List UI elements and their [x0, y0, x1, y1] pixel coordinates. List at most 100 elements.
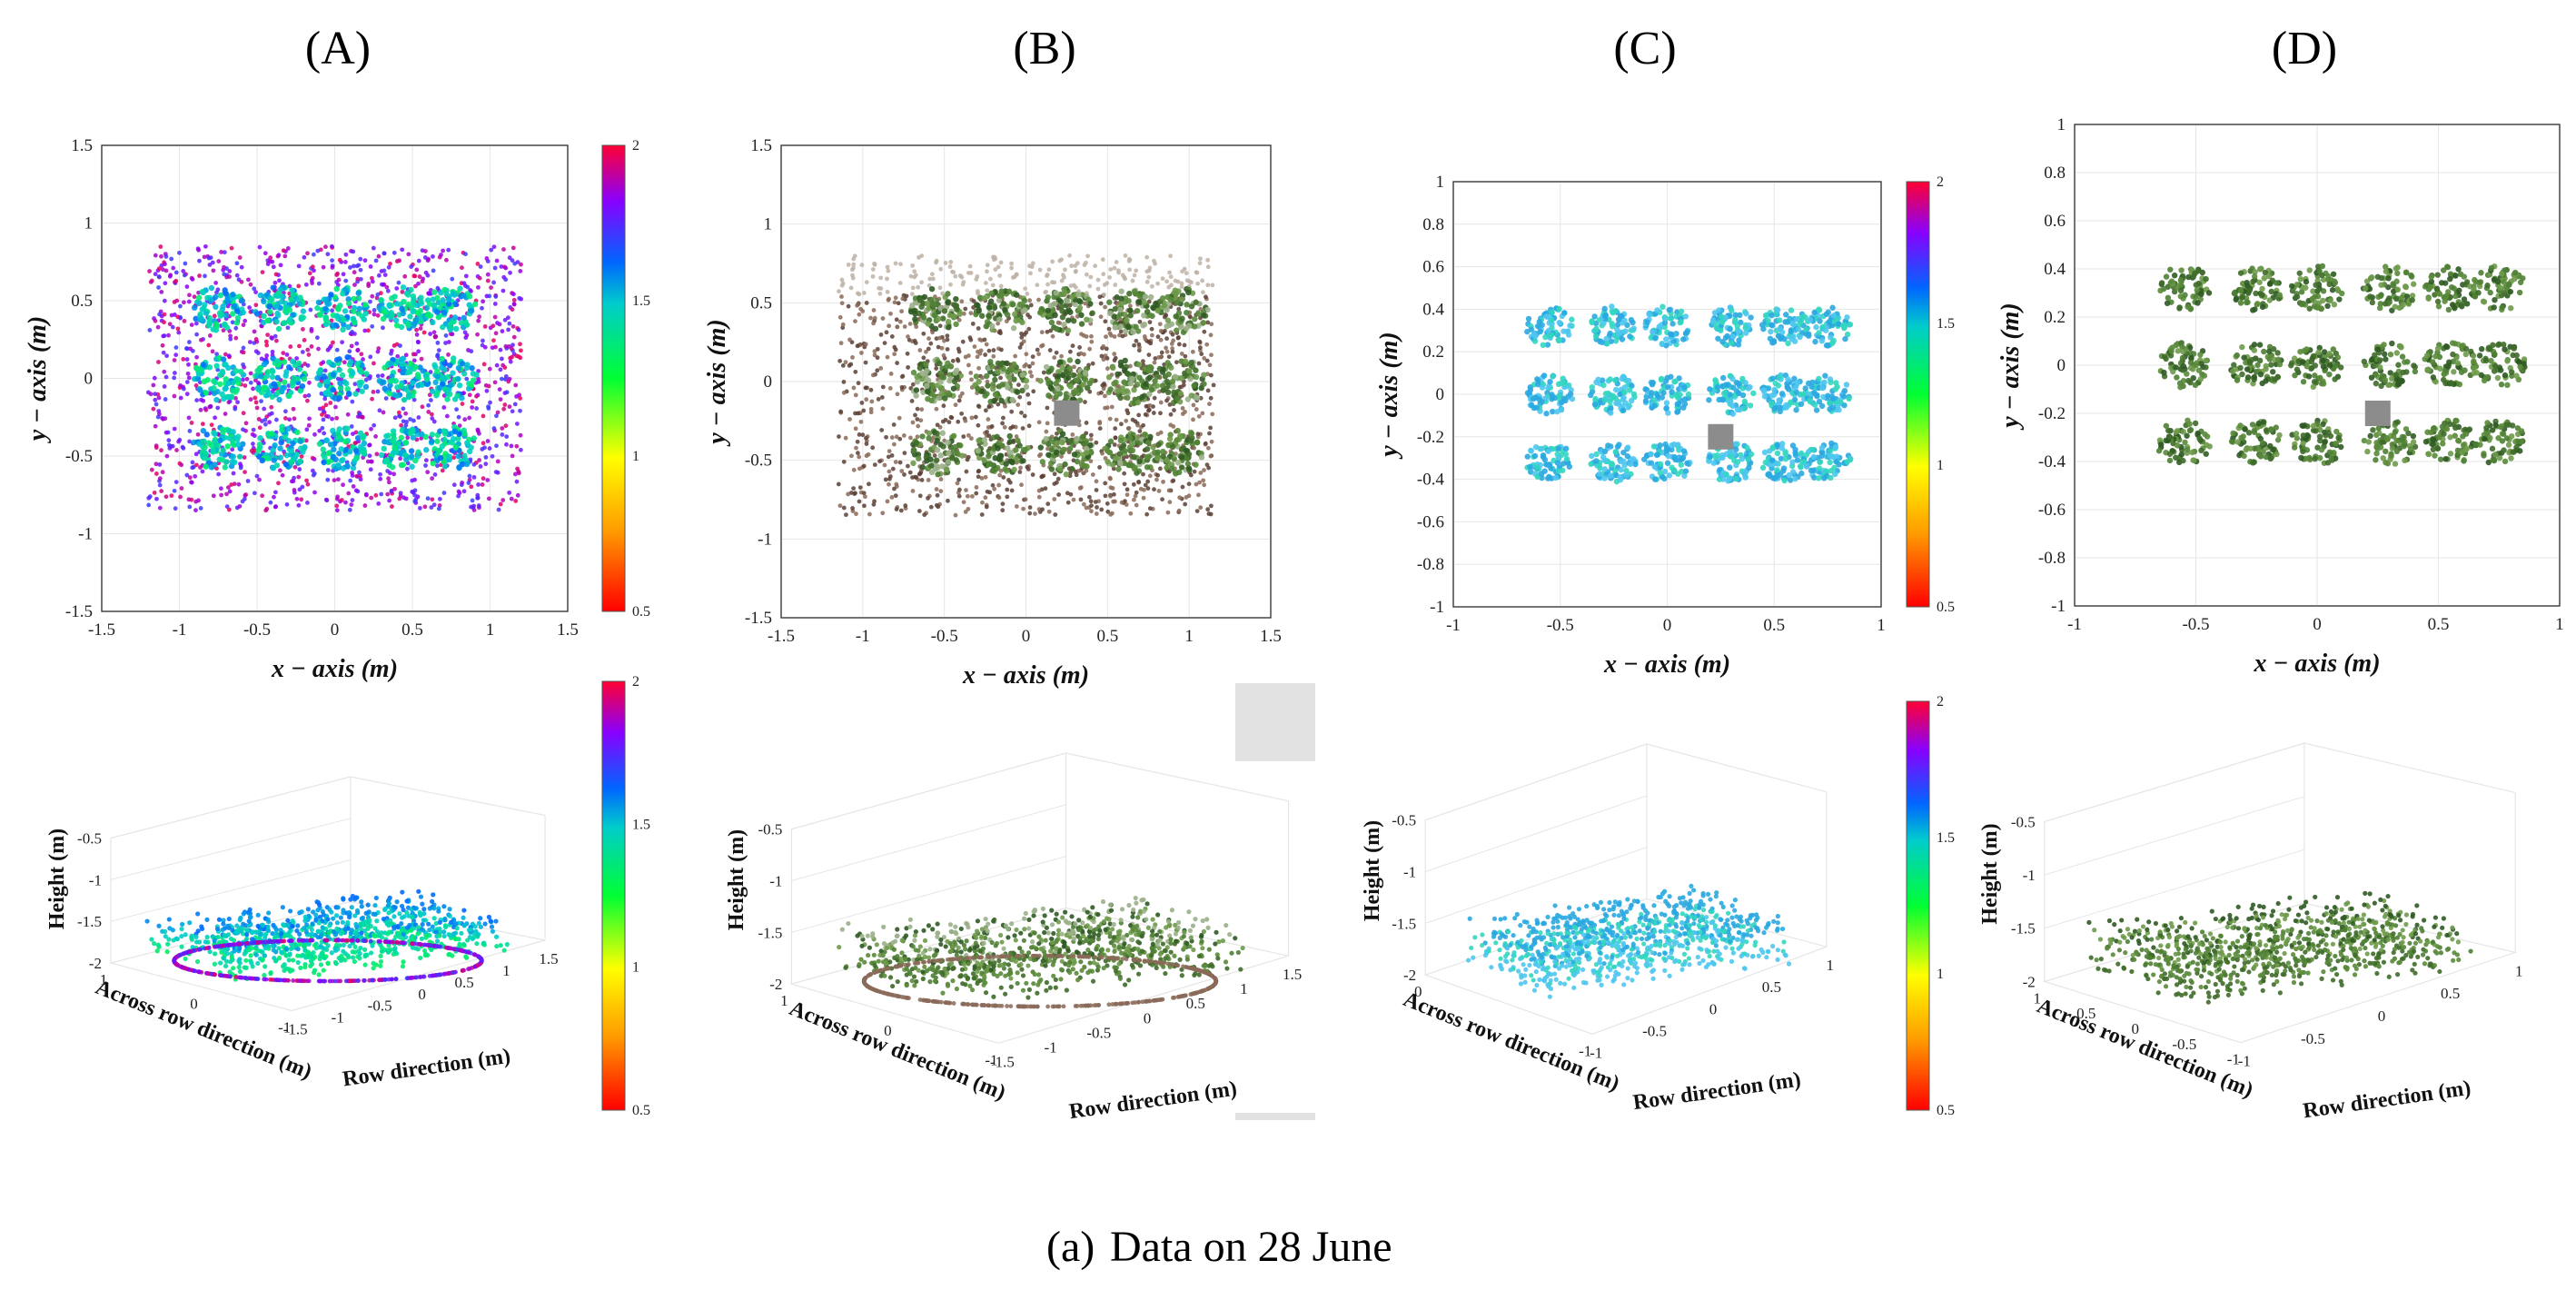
plant-point	[391, 431, 397, 438]
frame-point	[188, 346, 193, 352]
frame-point	[972, 344, 977, 349]
plant-point	[986, 453, 992, 460]
frame-point	[1191, 417, 1195, 422]
frame-point	[345, 412, 351, 417]
plant-point	[286, 307, 293, 313]
plant-point	[278, 387, 285, 394]
frame-point	[337, 257, 342, 263]
frame-point	[180, 444, 185, 450]
frame-point	[481, 476, 486, 481]
frame-point	[299, 497, 304, 502]
frame-point	[837, 289, 841, 294]
plant-point	[1131, 453, 1137, 461]
frame-point	[1104, 346, 1109, 352]
frame-point	[1025, 313, 1030, 317]
plant-point	[950, 432, 957, 439]
frame-point	[330, 308, 335, 313]
frame-point	[871, 321, 876, 326]
frame-point	[877, 285, 882, 291]
xtick-a-6: 1.5	[557, 620, 579, 640]
frame-point	[872, 315, 877, 321]
frame-point	[493, 331, 499, 336]
frame-point	[1176, 342, 1182, 347]
frame-point	[391, 471, 397, 477]
frame-point	[284, 501, 290, 507]
plant-point	[213, 323, 221, 330]
frame-point	[851, 385, 857, 391]
frame-point	[486, 404, 490, 410]
frame-point	[200, 469, 205, 474]
frame-point	[1035, 347, 1040, 352]
frame-point	[864, 301, 869, 305]
plant-point	[451, 292, 458, 298]
plant-point	[1161, 303, 1168, 309]
frame-point	[385, 288, 391, 293]
frame-point	[1054, 480, 1059, 485]
frame-point	[216, 471, 221, 477]
plant-point	[1174, 437, 1181, 443]
frame-point	[916, 255, 921, 260]
frame-point	[322, 431, 327, 436]
frame-point	[471, 474, 477, 480]
frame-point	[480, 305, 484, 311]
frame-point	[915, 406, 920, 412]
plant-point	[1083, 450, 1090, 456]
plant-point	[951, 313, 957, 320]
frame-point	[375, 313, 381, 318]
frame-point	[355, 348, 361, 352]
ytick-c-0: -1	[1430, 598, 1444, 617]
frame-point	[272, 490, 278, 495]
plant-point	[289, 358, 296, 365]
frame-point	[902, 472, 907, 477]
frame-point	[998, 375, 1003, 381]
plant-point	[1121, 389, 1127, 396]
frame-point	[397, 413, 401, 419]
frame-point	[872, 261, 877, 266]
plant-point	[1056, 391, 1064, 397]
frame-point	[179, 486, 184, 491]
plant-point	[1172, 287, 1179, 293]
frame-point	[287, 417, 292, 422]
frame-point	[1209, 439, 1214, 444]
frame-point	[330, 243, 334, 249]
frame-point	[1000, 421, 1006, 426]
plant-point	[270, 465, 277, 471]
frame-point	[1197, 339, 1203, 344]
plant-point	[401, 396, 408, 403]
frame-point	[260, 270, 265, 275]
plant-point	[1087, 301, 1094, 307]
ytick-b-4: 0.5	[750, 293, 772, 313]
frame-point	[1084, 421, 1089, 425]
plant-point	[351, 295, 357, 303]
plant-point	[325, 450, 332, 457]
frame-point	[386, 480, 391, 485]
frame-point	[1124, 502, 1129, 507]
plant-point	[230, 311, 236, 317]
frame-point	[172, 488, 177, 493]
frame-point	[381, 268, 387, 273]
frame-point	[170, 324, 175, 330]
plant-point	[1154, 307, 1161, 314]
frame-point	[1205, 283, 1211, 288]
frame-point	[211, 268, 216, 273]
frame-point	[172, 371, 177, 375]
frame-point	[1210, 283, 1215, 288]
frame-point	[1067, 349, 1073, 354]
frame-point	[1050, 333, 1055, 339]
frame-point	[343, 260, 348, 264]
frame-point	[154, 471, 159, 476]
plant-point	[1184, 302, 1190, 308]
frame-point	[321, 405, 326, 411]
frame-point	[1198, 345, 1203, 351]
frame-point	[1119, 422, 1124, 427]
plant-point	[1057, 465, 1064, 472]
plant-point	[1063, 471, 1070, 478]
frame-point	[1146, 299, 1152, 304]
plant-point	[1047, 384, 1054, 391]
plant-point	[441, 374, 447, 381]
frame-point	[226, 400, 232, 405]
frame-point	[175, 314, 181, 320]
plant-point	[381, 309, 388, 315]
frame-point	[233, 406, 238, 412]
frame-point	[334, 496, 340, 501]
